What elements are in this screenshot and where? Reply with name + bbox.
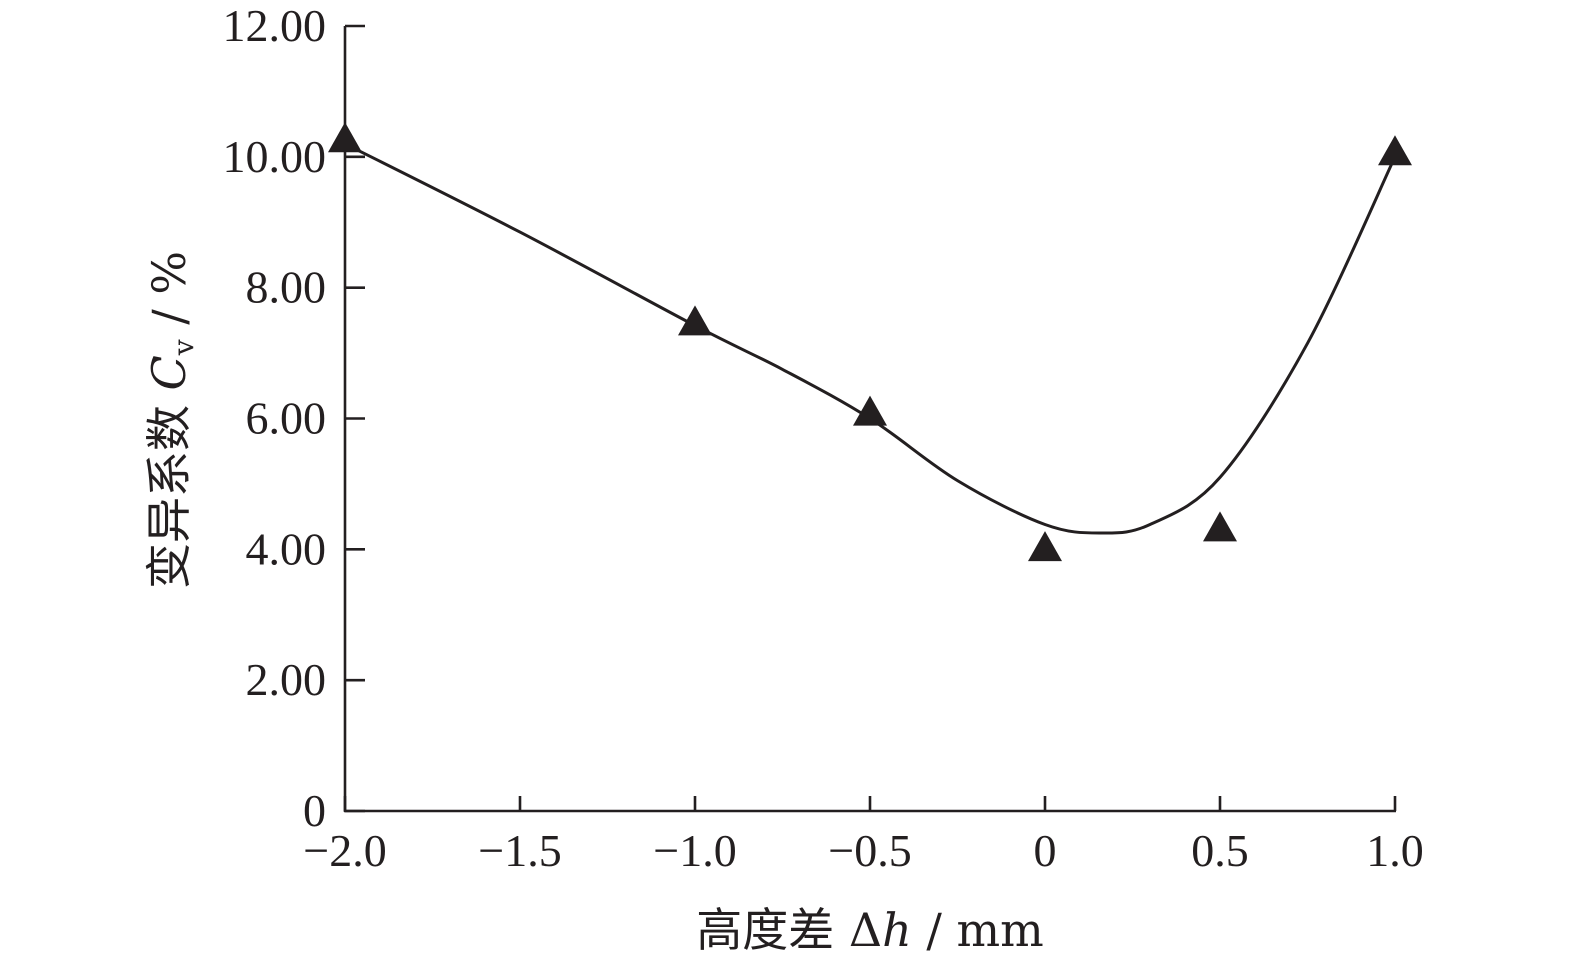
data-markers xyxy=(328,122,1412,562)
y-axis-title-subscript: v xyxy=(167,339,200,356)
data-point-marker xyxy=(853,395,887,426)
x-tick-label: −2.0 xyxy=(303,825,386,876)
y-tick-label: 6.00 xyxy=(246,393,327,444)
data-point-marker xyxy=(1378,135,1412,166)
y-tick-label: 10.00 xyxy=(223,131,327,182)
x-axis-title-prefix: 高度差 Δ xyxy=(696,903,882,957)
data-point-marker xyxy=(328,122,362,153)
y-axis-title-variable: C xyxy=(142,355,196,390)
y-tick-label: 4.00 xyxy=(246,523,327,574)
data-point-marker xyxy=(1203,511,1237,542)
x-tick-label: −1.5 xyxy=(478,825,561,876)
y-axis-title-prefix: 变异系数 xyxy=(142,390,196,589)
y-tick-label: 0 xyxy=(303,785,326,836)
x-tick-label: −1.0 xyxy=(653,825,736,876)
x-axis: −2.0 −1.5 −1.0 −0.5 0 0.5 1.0 xyxy=(303,796,1424,876)
fit-curve xyxy=(344,142,1397,535)
x-tick-label: 0 xyxy=(1034,825,1057,876)
y-tick-label: 2.00 xyxy=(246,654,327,705)
y-ticks: 0 2.00 4.00 6.00 8.00 10.00 12.00 xyxy=(223,0,365,836)
x-tick-label: 1.0 xyxy=(1366,825,1424,876)
x-tick-label: −0.5 xyxy=(828,825,911,876)
data-point-marker xyxy=(678,305,712,336)
x-axis-title: 高度差 Δh / mm xyxy=(696,903,1043,957)
x-ticks: −2.0 −1.5 −1.0 −0.5 0 0.5 1.0 xyxy=(303,796,1424,876)
y-axis-title-unit: / % xyxy=(142,251,196,339)
y-axis-title: 变异系数 Cv / % xyxy=(142,251,200,589)
x-axis-title-unit: / mm xyxy=(912,903,1044,957)
x-axis-title-variable: h xyxy=(882,903,912,957)
x-tick-label: 0.5 xyxy=(1191,825,1249,876)
y-axis: 0 2.00 4.00 6.00 8.00 10.00 12.00 xyxy=(223,0,365,836)
data-point-marker xyxy=(1028,531,1062,562)
y-tick-label: 12.00 xyxy=(223,0,327,51)
y-tick-label: 8.00 xyxy=(246,262,327,313)
